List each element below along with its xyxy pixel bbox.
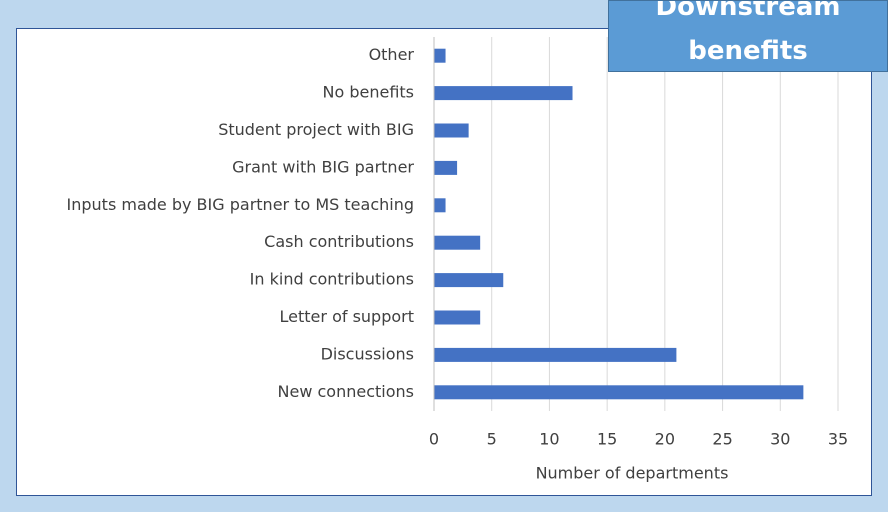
title-box: Downstream benefits bbox=[608, 0, 888, 72]
chart-title: Downstream benefits bbox=[655, 0, 841, 66]
x-tick-label: 25 bbox=[712, 430, 732, 449]
x-tick-label: 15 bbox=[597, 430, 617, 449]
y-tick-label: Inputs made by BIG partner to MS teachin… bbox=[67, 195, 414, 214]
y-tick-label: No benefits bbox=[322, 83, 414, 102]
y-tick-label: Student project with BIG bbox=[218, 120, 414, 139]
bar bbox=[434, 347, 677, 362]
bar bbox=[434, 160, 458, 175]
x-axis-label: Number of departments bbox=[536, 464, 729, 483]
bar bbox=[434, 123, 469, 138]
x-tick-label: 35 bbox=[828, 430, 848, 449]
y-tick-label: In kind contributions bbox=[250, 270, 414, 289]
bar bbox=[434, 86, 573, 101]
bar bbox=[434, 48, 446, 63]
bar bbox=[434, 235, 481, 250]
chart-panel bbox=[16, 28, 872, 496]
y-tick-label: New connections bbox=[278, 382, 414, 401]
x-tick-label: 30 bbox=[770, 430, 790, 449]
y-tick-label: Other bbox=[369, 45, 415, 64]
y-tick-label: Cash contributions bbox=[264, 232, 414, 251]
bar bbox=[434, 273, 504, 288]
y-tick-label: Discussions bbox=[321, 344, 414, 363]
x-tick-label: 0 bbox=[429, 430, 439, 449]
bar bbox=[434, 310, 481, 325]
x-tick-label: 10 bbox=[539, 430, 559, 449]
x-tick-label: 20 bbox=[655, 430, 675, 449]
bar bbox=[434, 198, 446, 213]
y-tick-label: Letter of support bbox=[280, 307, 414, 326]
bar bbox=[434, 385, 804, 400]
y-tick-label: Grant with BIG partner bbox=[232, 157, 414, 176]
x-tick-label: 5 bbox=[487, 430, 497, 449]
